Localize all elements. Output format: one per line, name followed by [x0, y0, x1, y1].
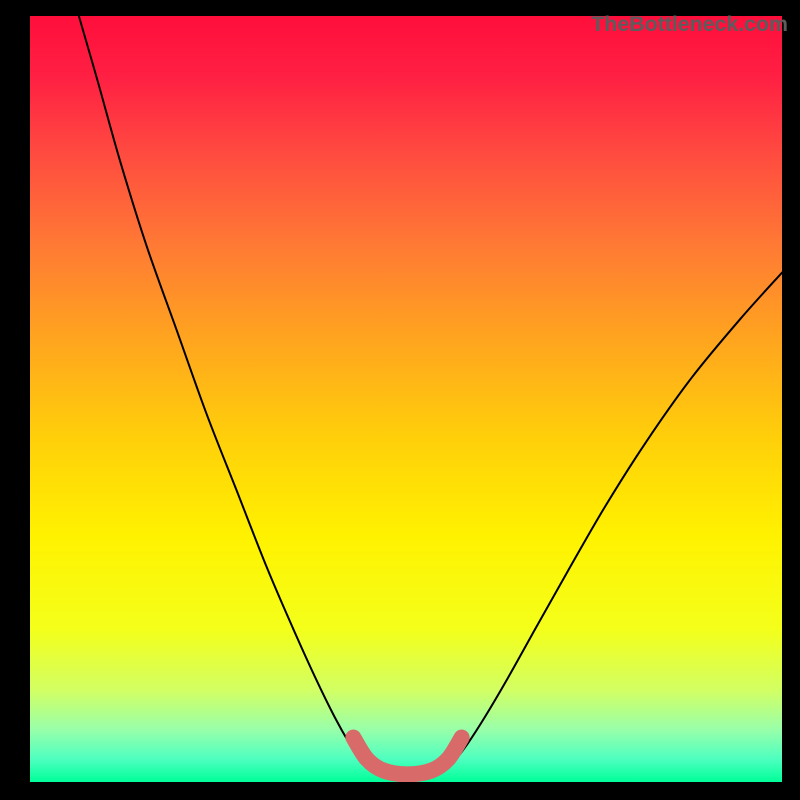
curve-left — [79, 16, 370, 771]
curves-layer — [30, 16, 782, 782]
plot-area — [30, 16, 782, 782]
valley-highlight — [353, 738, 461, 775]
chart-frame: TheBottleneck.com — [0, 0, 800, 800]
attribution-label: TheBottleneck.com — [591, 12, 788, 37]
curve-right — [445, 273, 782, 771]
